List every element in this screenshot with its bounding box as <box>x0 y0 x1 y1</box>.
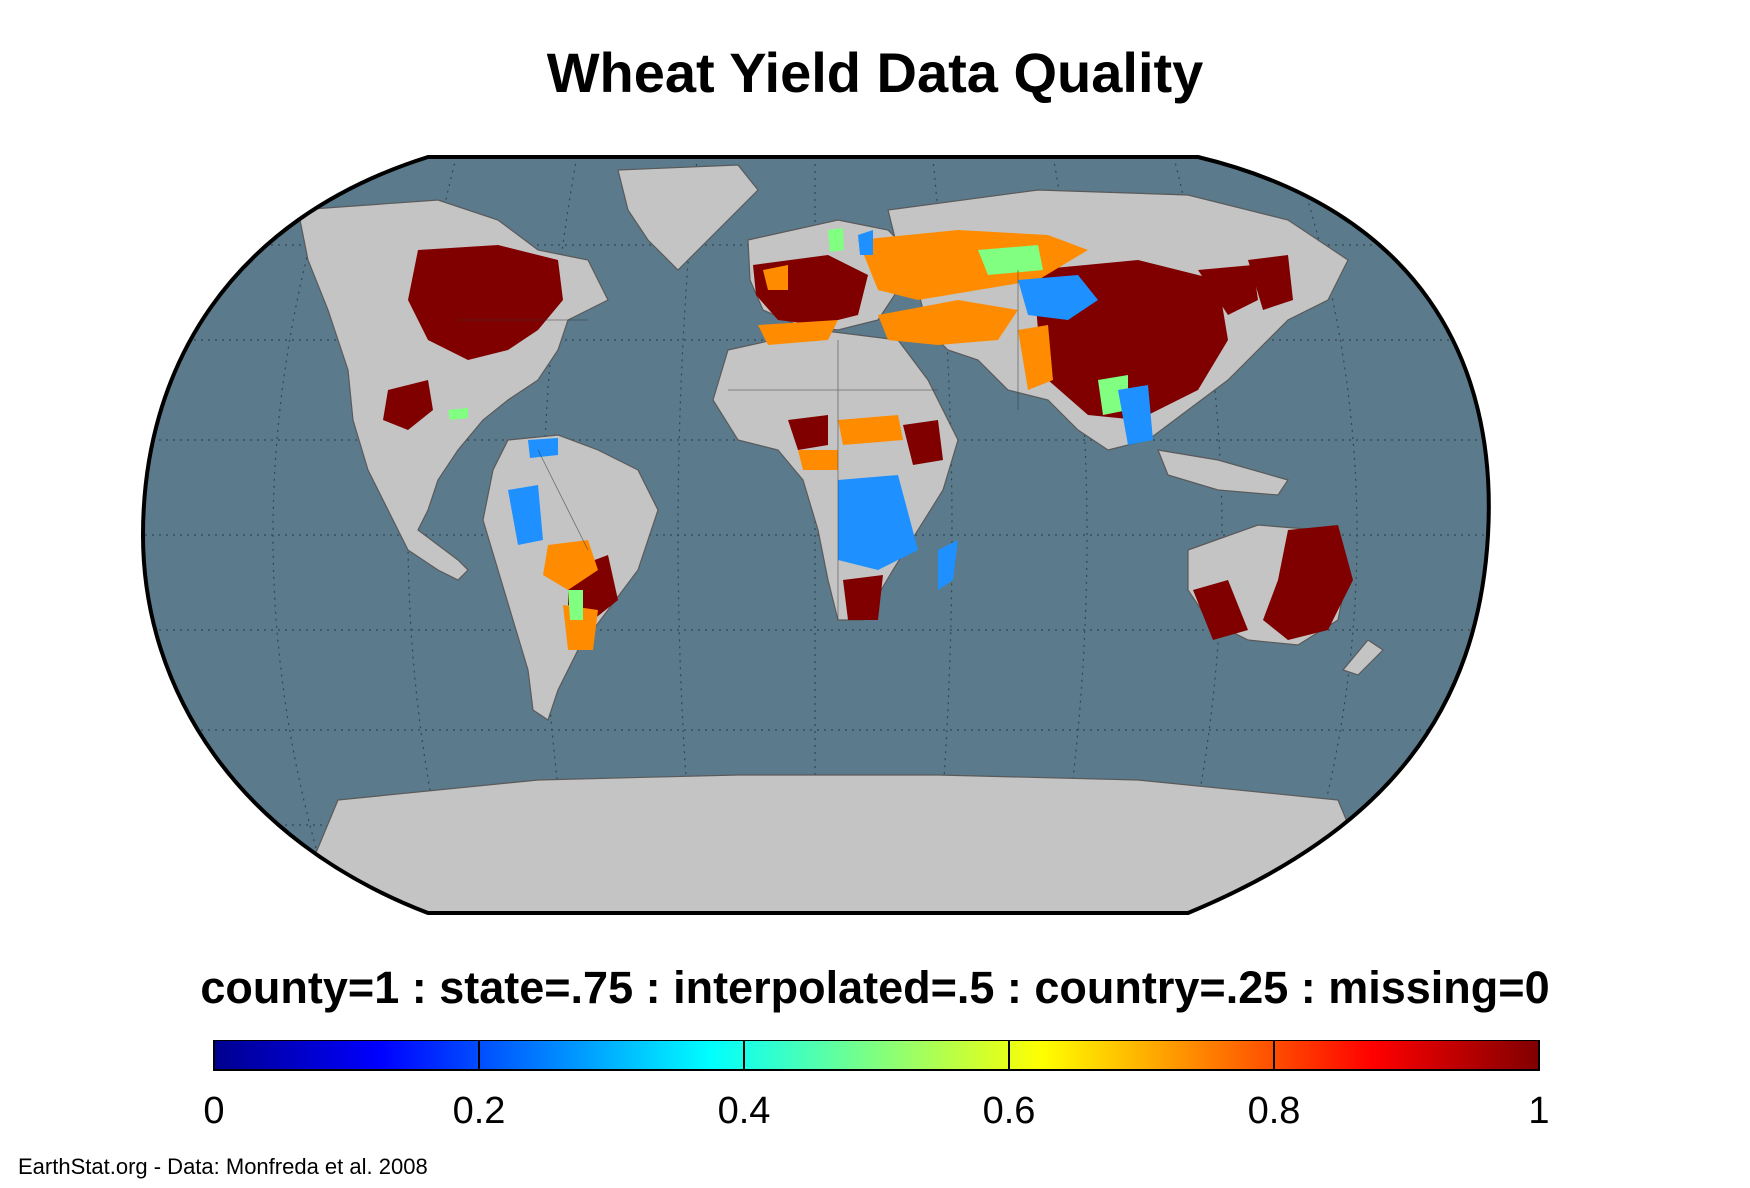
country-borders <box>458 270 1019 620</box>
colorbar-tick-label: 0.2 <box>452 1090 506 1132</box>
colorbar-fill <box>213 1039 1540 1071</box>
land-new-zealand <box>1341 639 1384 676</box>
land-southeast-asia <box>1157 449 1289 496</box>
colorbar-tick-label: 1 <box>1528 1090 1550 1132</box>
world-map <box>138 150 1618 920</box>
map-outline <box>140 155 1491 915</box>
colorbar-tick-label: 0 <box>203 1090 225 1132</box>
map-title: Wheat Yield Data Quality <box>546 41 1204 104</box>
colorbar <box>200 1039 1540 1160</box>
land-antarctica <box>287 774 1389 913</box>
land-greenland <box>617 164 759 271</box>
colorbar-tick-label: 0.8 <box>1247 1090 1301 1132</box>
colorbar-ticks <box>478 1040 1275 1070</box>
colorbar-tick-label: 0.4 <box>717 1090 771 1132</box>
credit-text: EarthStat.org - Data: Monfreda et al. 20… <box>18 1154 428 1179</box>
country-regions <box>508 230 1153 590</box>
world-map-svg <box>140 155 1491 915</box>
colorbar-svg <box>213 1039 1540 1071</box>
graticule <box>143 157 1489 913</box>
legend-heading: county=1 : state=.75 : interpolated=.5 :… <box>200 962 1550 1013</box>
colorbar-tick-label: 0.6 <box>982 1090 1036 1132</box>
